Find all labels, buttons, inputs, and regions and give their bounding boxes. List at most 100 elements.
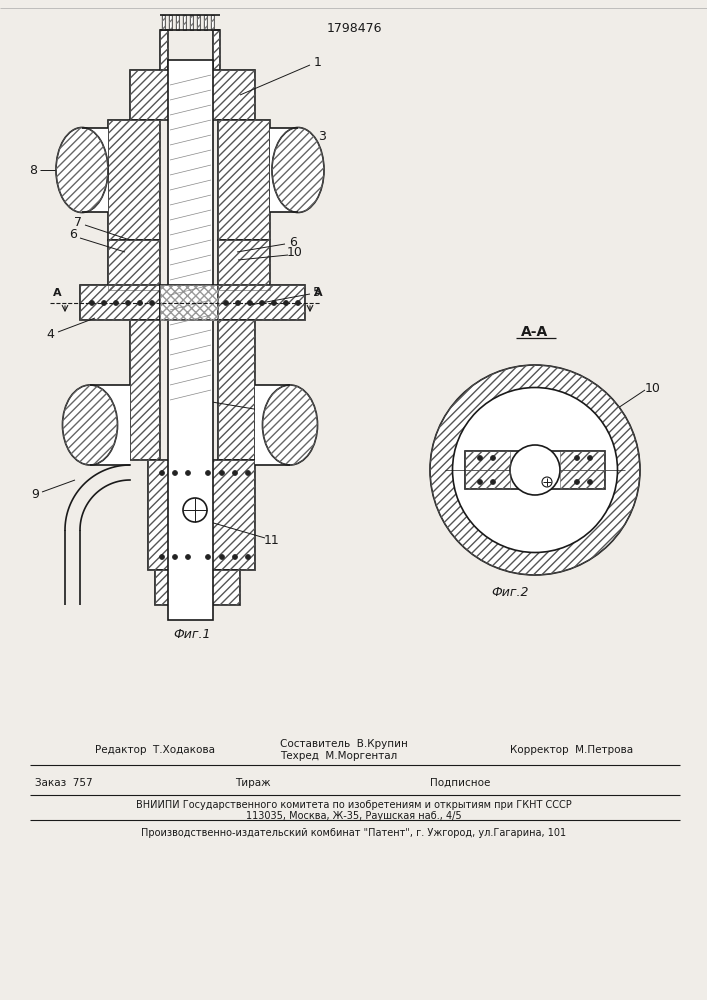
Circle shape: [271, 300, 276, 306]
Circle shape: [542, 477, 552, 487]
Polygon shape: [108, 120, 160, 240]
Circle shape: [223, 300, 228, 306]
Text: 6: 6: [289, 235, 297, 248]
Polygon shape: [197, 15, 200, 30]
Text: 11: 11: [264, 534, 280, 546]
Circle shape: [284, 300, 288, 306]
Polygon shape: [162, 15, 165, 30]
Text: 113035, Москва, Ж-35, Раушская наб., 4/5: 113035, Москва, Ж-35, Раушская наб., 4/5: [246, 811, 462, 821]
Polygon shape: [80, 285, 160, 320]
Text: Корректор  М.Петрова: Корректор М.Петрова: [510, 745, 633, 755]
Circle shape: [126, 300, 131, 306]
Circle shape: [149, 300, 155, 306]
Circle shape: [173, 471, 177, 476]
Text: А: А: [53, 288, 62, 298]
Circle shape: [137, 300, 143, 306]
Circle shape: [245, 554, 250, 560]
Polygon shape: [211, 15, 214, 30]
Circle shape: [160, 471, 165, 476]
Polygon shape: [130, 320, 160, 460]
Text: А: А: [314, 288, 322, 298]
Text: 10: 10: [287, 246, 303, 259]
Text: 1: 1: [314, 56, 322, 70]
Ellipse shape: [272, 127, 324, 213]
Polygon shape: [218, 120, 270, 240]
Circle shape: [102, 300, 107, 306]
Text: 6: 6: [69, 229, 77, 241]
Text: Тираж: Тираж: [235, 778, 271, 788]
Circle shape: [491, 480, 496, 485]
Polygon shape: [213, 30, 220, 70]
Text: 3: 3: [318, 129, 326, 142]
Polygon shape: [130, 70, 255, 120]
Text: Фиг.2: Фиг.2: [491, 585, 529, 598]
Polygon shape: [218, 285, 305, 320]
Circle shape: [173, 554, 177, 560]
Circle shape: [510, 445, 560, 495]
Circle shape: [233, 471, 238, 476]
Ellipse shape: [452, 387, 617, 552]
Text: Составитель  В.Крупин: Составитель В.Крупин: [280, 739, 408, 749]
Polygon shape: [204, 15, 207, 30]
Circle shape: [235, 300, 240, 306]
Circle shape: [575, 456, 580, 460]
Polygon shape: [90, 385, 130, 465]
Text: 1798476: 1798476: [326, 21, 382, 34]
Circle shape: [185, 554, 190, 560]
Polygon shape: [169, 15, 172, 30]
Text: Заказ  757: Заказ 757: [35, 778, 93, 788]
Circle shape: [477, 480, 482, 485]
Polygon shape: [160, 30, 168, 70]
Circle shape: [259, 300, 264, 306]
Text: 4: 4: [46, 328, 54, 342]
Ellipse shape: [62, 385, 117, 465]
Text: 9: 9: [31, 488, 39, 502]
Polygon shape: [168, 60, 213, 620]
Circle shape: [206, 554, 211, 560]
Circle shape: [233, 554, 238, 560]
Circle shape: [219, 471, 225, 476]
Text: 8: 8: [29, 163, 37, 176]
Circle shape: [206, 471, 211, 476]
Text: Редактор  Т.Ходакова: Редактор Т.Ходакова: [95, 745, 215, 755]
Polygon shape: [183, 15, 186, 30]
Text: ВНИИПИ Государственного комитета по изобретениям и открытиям при ГКНТ СССР: ВНИИПИ Государственного комитета по изоб…: [136, 800, 572, 810]
Polygon shape: [82, 128, 108, 212]
Text: 10: 10: [645, 381, 661, 394]
Text: Техред  М.Моргентал: Техред М.Моргентал: [280, 751, 397, 761]
Circle shape: [575, 480, 580, 485]
Circle shape: [219, 554, 225, 560]
Circle shape: [185, 471, 190, 476]
Text: 2: 2: [264, 406, 272, 418]
Polygon shape: [155, 570, 240, 605]
Text: Производственно-издательский комбинат "Патент", г. Ужгород, ул.Гагарина, 101: Производственно-издательский комбинат "П…: [141, 828, 566, 838]
Circle shape: [296, 300, 300, 306]
Polygon shape: [270, 128, 298, 212]
Text: Фиг.1: Фиг.1: [173, 629, 211, 642]
Polygon shape: [218, 320, 255, 460]
Ellipse shape: [56, 127, 108, 213]
Polygon shape: [148, 460, 255, 570]
Polygon shape: [218, 240, 270, 290]
Polygon shape: [465, 451, 605, 489]
Polygon shape: [190, 15, 193, 30]
Polygon shape: [160, 285, 218, 320]
Circle shape: [160, 554, 165, 560]
Circle shape: [588, 480, 592, 485]
Circle shape: [588, 456, 592, 460]
Circle shape: [477, 456, 482, 460]
Ellipse shape: [430, 365, 640, 575]
Text: Подписное: Подписное: [430, 778, 491, 788]
Circle shape: [247, 300, 252, 306]
Text: А-А: А-А: [521, 325, 549, 339]
Circle shape: [183, 498, 207, 522]
Polygon shape: [255, 385, 290, 465]
Circle shape: [245, 471, 250, 476]
Polygon shape: [176, 15, 179, 30]
Ellipse shape: [262, 385, 317, 465]
Circle shape: [491, 456, 496, 460]
Circle shape: [90, 300, 95, 306]
Polygon shape: [108, 240, 160, 290]
Text: 7: 7: [74, 216, 82, 229]
Circle shape: [114, 300, 119, 306]
